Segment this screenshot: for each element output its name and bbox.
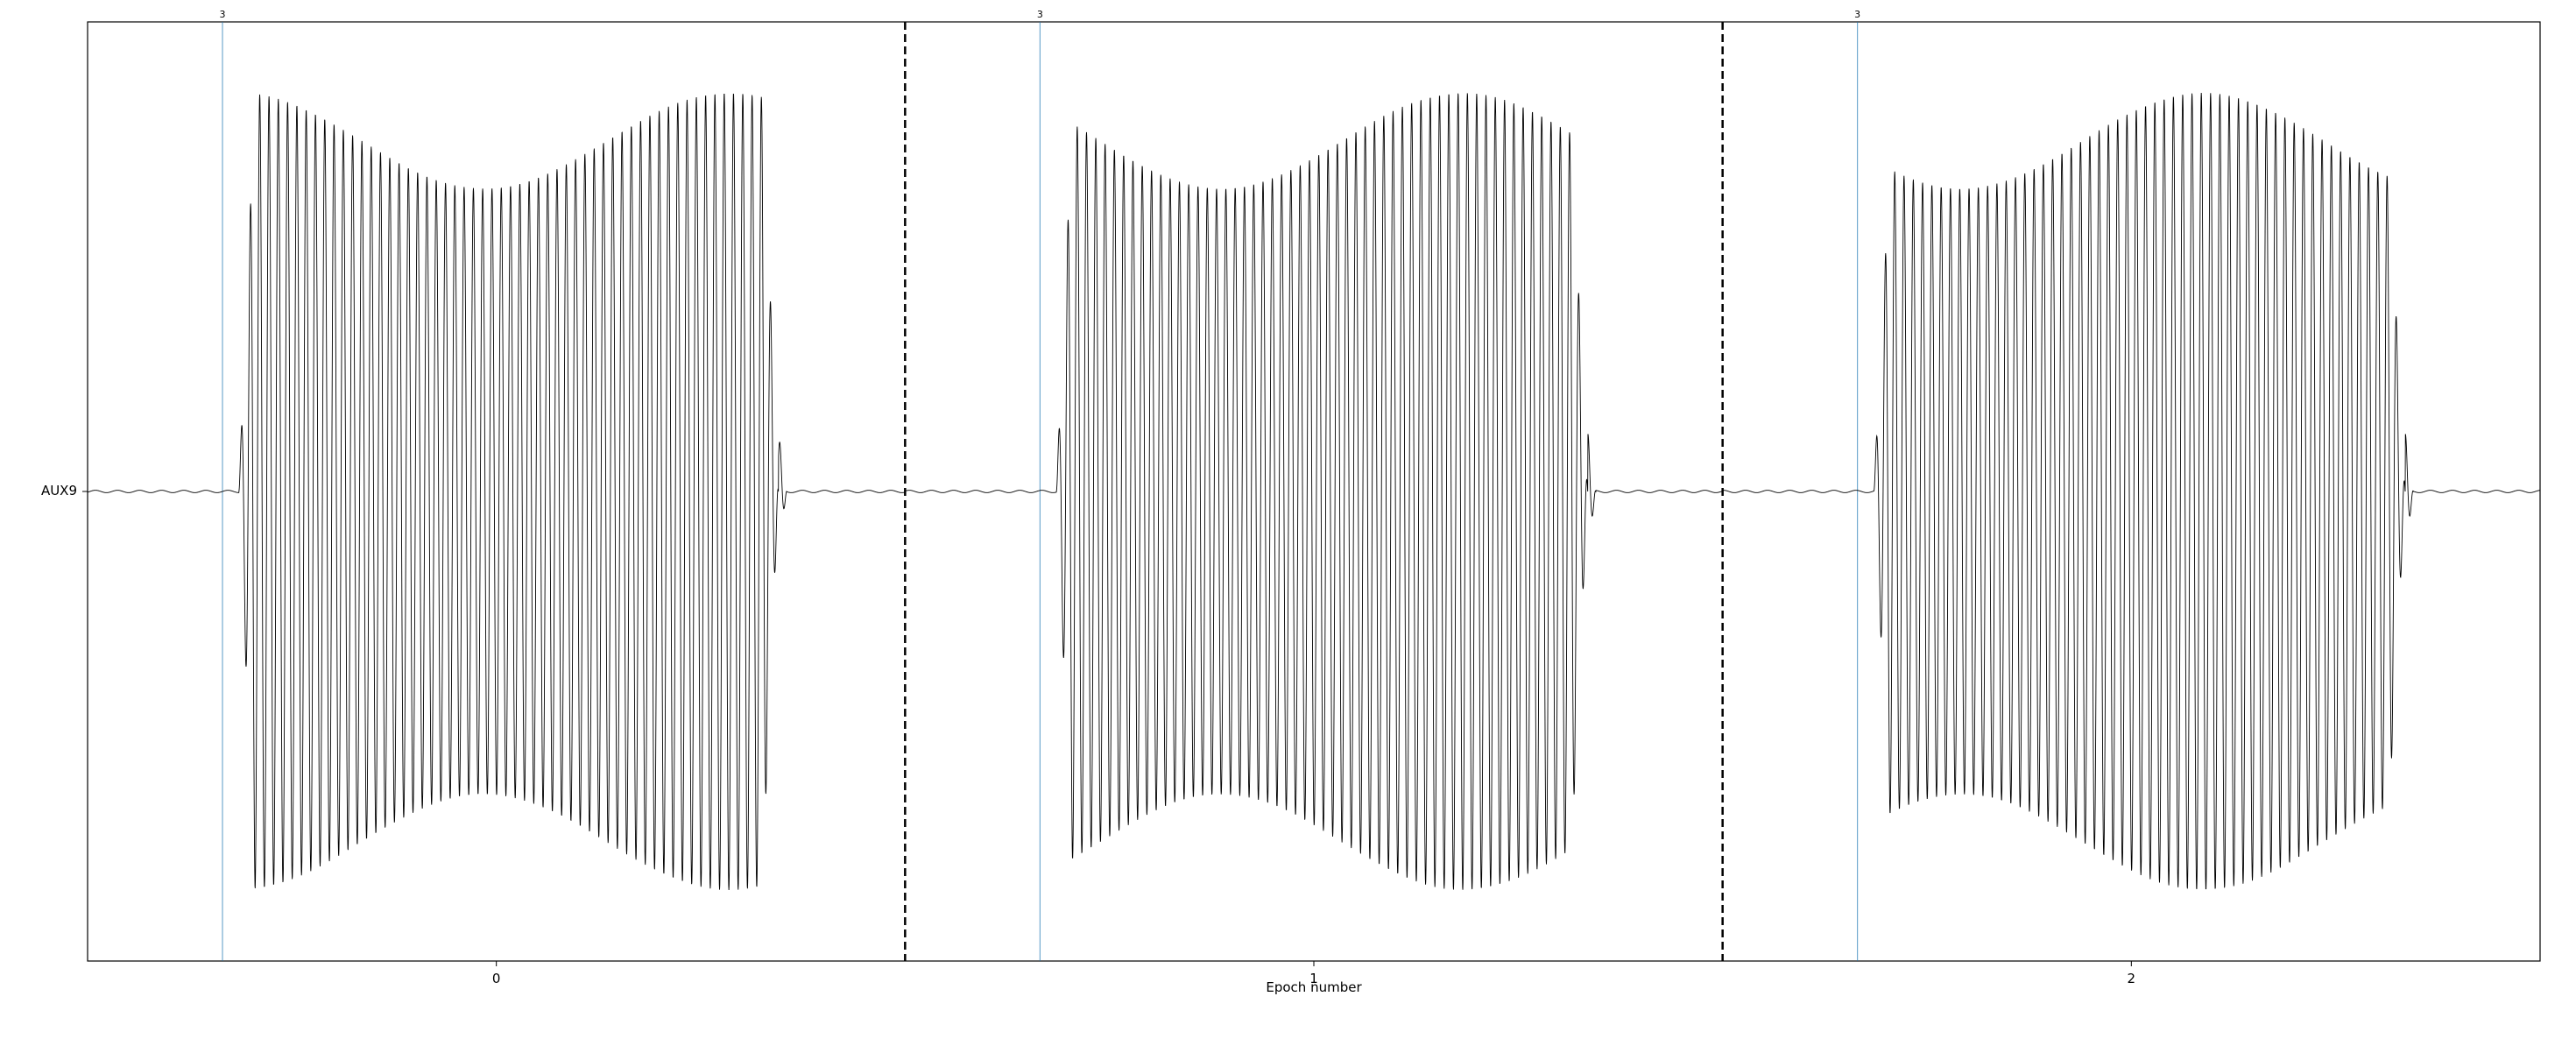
aux9-trace-epoch-0 (87, 93, 906, 891)
aux9-trace-epoch-2 (1722, 93, 2541, 890)
x-tick-label-1: 1 (1309, 971, 1318, 986)
x-axis-ticks: 0 1 2 (492, 961, 2135, 986)
x-tick-label-2: 2 (2128, 971, 2136, 986)
event-label-epoch-0: 3 (220, 9, 226, 20)
x-tick-label-0: 0 (492, 971, 501, 986)
traces (87, 93, 2541, 891)
event-label-epoch-1: 3 (1037, 9, 1043, 20)
event-label-epoch-2: 3 (1854, 9, 1860, 20)
channel-label-aux9: AUX9 (41, 483, 77, 498)
event-lines: 3 3 3 (220, 9, 1860, 961)
aux9-trace-epoch-1 (905, 93, 1723, 890)
x-axis-label: Epoch number (1266, 979, 1362, 995)
